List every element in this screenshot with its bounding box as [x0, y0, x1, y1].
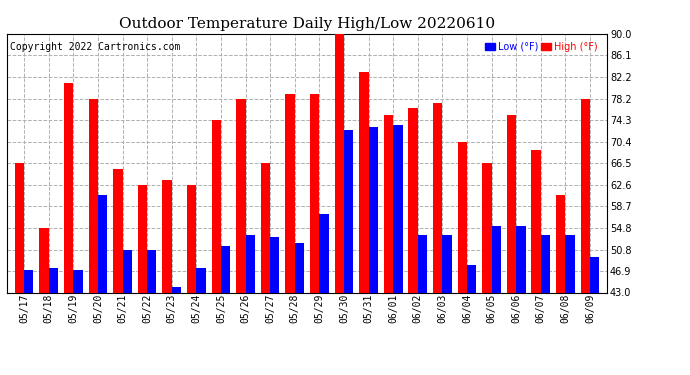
- Bar: [270, 237, 279, 292]
- Bar: [187, 184, 197, 292]
- Bar: [73, 270, 83, 292]
- Text: Copyright 2022 Cartronics.com: Copyright 2022 Cartronics.com: [10, 42, 180, 51]
- Bar: [14, 163, 24, 292]
- Bar: [590, 257, 600, 292]
- Bar: [442, 235, 452, 292]
- Bar: [531, 150, 541, 292]
- Bar: [580, 99, 590, 292]
- Bar: [49, 268, 58, 292]
- Bar: [212, 120, 221, 292]
- Bar: [138, 184, 147, 292]
- Bar: [467, 265, 476, 292]
- Bar: [433, 103, 442, 292]
- Bar: [457, 142, 467, 292]
- Bar: [24, 270, 34, 292]
- Bar: [541, 235, 550, 292]
- Bar: [556, 195, 565, 292]
- Bar: [359, 72, 368, 292]
- Bar: [162, 180, 172, 292]
- Bar: [123, 249, 132, 292]
- Bar: [286, 94, 295, 292]
- Bar: [221, 246, 230, 292]
- Bar: [295, 243, 304, 292]
- Legend: Low (°F), High (°F): Low (°F), High (°F): [483, 40, 600, 54]
- Bar: [368, 128, 378, 292]
- Bar: [88, 99, 98, 292]
- Bar: [408, 108, 417, 292]
- Bar: [335, 34, 344, 292]
- Bar: [98, 195, 107, 292]
- Bar: [565, 235, 575, 292]
- Bar: [39, 228, 49, 292]
- Bar: [261, 163, 270, 292]
- Bar: [246, 235, 255, 292]
- Bar: [417, 235, 427, 292]
- Bar: [113, 169, 123, 292]
- Bar: [64, 83, 73, 292]
- Bar: [172, 287, 181, 292]
- Bar: [344, 130, 353, 292]
- Title: Outdoor Temperature Daily High/Low 20220610: Outdoor Temperature Daily High/Low 20220…: [119, 17, 495, 31]
- Bar: [491, 226, 501, 292]
- Bar: [393, 124, 402, 292]
- Bar: [147, 249, 157, 292]
- Bar: [310, 94, 319, 292]
- Bar: [516, 226, 526, 292]
- Bar: [319, 214, 328, 292]
- Bar: [507, 115, 516, 292]
- Bar: [482, 163, 491, 292]
- Bar: [197, 268, 206, 292]
- Bar: [236, 99, 246, 292]
- Bar: [384, 115, 393, 292]
